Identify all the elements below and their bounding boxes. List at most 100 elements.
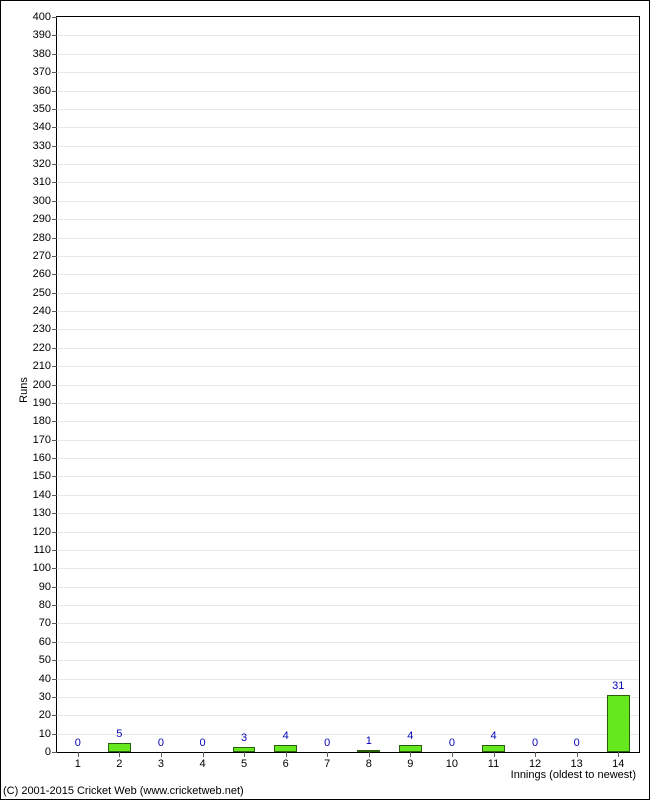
y-tick-mark (52, 219, 57, 220)
y-tick-label: 400 (33, 11, 51, 23)
y-tick-label: 30 (39, 691, 51, 703)
bar-value-label: 31 (612, 680, 624, 692)
grid-line (57, 605, 639, 606)
y-tick-mark (52, 660, 57, 661)
y-tick-mark (52, 476, 57, 477)
x-tick-mark (369, 752, 370, 757)
y-tick-label: 230 (33, 323, 51, 335)
grid-line (57, 734, 639, 735)
x-tick-mark (410, 752, 411, 757)
grid-line (57, 366, 639, 367)
y-tick-label: 280 (33, 232, 51, 244)
grid-line (57, 127, 639, 128)
x-tick-mark (618, 752, 619, 757)
y-tick-mark (52, 752, 57, 753)
y-tick-label: 100 (33, 562, 51, 574)
y-tick-label: 310 (33, 176, 51, 188)
y-tick-mark (52, 495, 57, 496)
x-tick-label: 10 (446, 758, 458, 770)
x-tick-mark (161, 752, 162, 757)
grid-line (57, 219, 639, 220)
x-tick-mark (577, 752, 578, 757)
grid-line (57, 238, 639, 239)
bar-value-label: 5 (116, 728, 122, 740)
grid-line (57, 679, 639, 680)
y-tick-mark (52, 568, 57, 569)
y-tick-label: 380 (33, 48, 51, 60)
grid-line (57, 550, 639, 551)
y-tick-mark (52, 623, 57, 624)
y-tick-label: 350 (33, 103, 51, 115)
y-tick-mark (52, 54, 57, 55)
y-tick-mark (52, 256, 57, 257)
bar (399, 745, 422, 752)
y-tick-mark (52, 715, 57, 716)
x-tick-label: 7 (324, 758, 330, 770)
plot-area: 0102030405060708090100110120130140150160… (56, 16, 640, 753)
y-tick-mark (52, 366, 57, 367)
y-tick-label: 360 (33, 85, 51, 97)
copyright-text: (C) 2001-2015 Cricket Web (www.cricketwe… (3, 785, 244, 797)
grid-line (57, 348, 639, 349)
y-tick-mark (52, 458, 57, 459)
x-tick-mark (244, 752, 245, 757)
x-tick-mark (494, 752, 495, 757)
y-tick-label: 290 (33, 213, 51, 225)
y-tick-label: 220 (33, 342, 51, 354)
x-tick-label: 11 (488, 758, 499, 770)
y-tick-label: 170 (33, 434, 51, 446)
grid-line (57, 715, 639, 716)
y-tick-label: 240 (33, 305, 51, 317)
grid-line (57, 568, 639, 569)
grid-line (57, 476, 639, 477)
grid-line (57, 274, 639, 275)
grid-line (57, 458, 639, 459)
y-tick-mark (52, 72, 57, 73)
bar (233, 747, 256, 753)
y-tick-mark (52, 403, 57, 404)
y-tick-label: 190 (33, 397, 51, 409)
x-axis-title: Innings (oldest to newest) (511, 769, 636, 781)
y-tick-label: 120 (33, 526, 51, 538)
y-tick-mark (52, 201, 57, 202)
y-tick-label: 40 (39, 673, 51, 685)
chart-container: 0102030405060708090100110120130140150160… (0, 0, 650, 800)
bar-value-label: 0 (324, 737, 330, 749)
y-tick-label: 210 (33, 360, 51, 372)
y-tick-label: 70 (39, 617, 51, 629)
bar (108, 743, 131, 752)
y-tick-mark (52, 146, 57, 147)
y-tick-mark (52, 587, 57, 588)
bar-value-label: 0 (158, 737, 164, 749)
x-tick-label: 9 (407, 758, 413, 770)
grid-line (57, 697, 639, 698)
y-tick-mark (52, 35, 57, 36)
y-tick-label: 270 (33, 250, 51, 262)
y-tick-label: 0 (45, 746, 51, 758)
y-tick-mark (52, 311, 57, 312)
grid-line (57, 421, 639, 422)
x-tick-label: 6 (283, 758, 289, 770)
grid-line (57, 642, 639, 643)
bar (357, 750, 380, 752)
y-tick-label: 20 (39, 709, 51, 721)
x-tick-mark (203, 752, 204, 757)
y-tick-label: 50 (39, 654, 51, 666)
grid-line (57, 403, 639, 404)
y-axis-title: Runs (18, 377, 30, 403)
grid-line (57, 35, 639, 36)
y-tick-mark (52, 164, 57, 165)
y-tick-label: 300 (33, 195, 51, 207)
x-tick-label: 8 (366, 758, 372, 770)
x-tick-mark (452, 752, 453, 757)
grid-line (57, 532, 639, 533)
y-tick-mark (52, 679, 57, 680)
grid-line (57, 311, 639, 312)
y-tick-mark (52, 348, 57, 349)
y-tick-mark (52, 421, 57, 422)
grid-line (57, 329, 639, 330)
y-tick-mark (52, 513, 57, 514)
y-tick-label: 10 (39, 728, 51, 740)
bar-value-label: 0 (75, 737, 81, 749)
y-tick-mark (52, 182, 57, 183)
